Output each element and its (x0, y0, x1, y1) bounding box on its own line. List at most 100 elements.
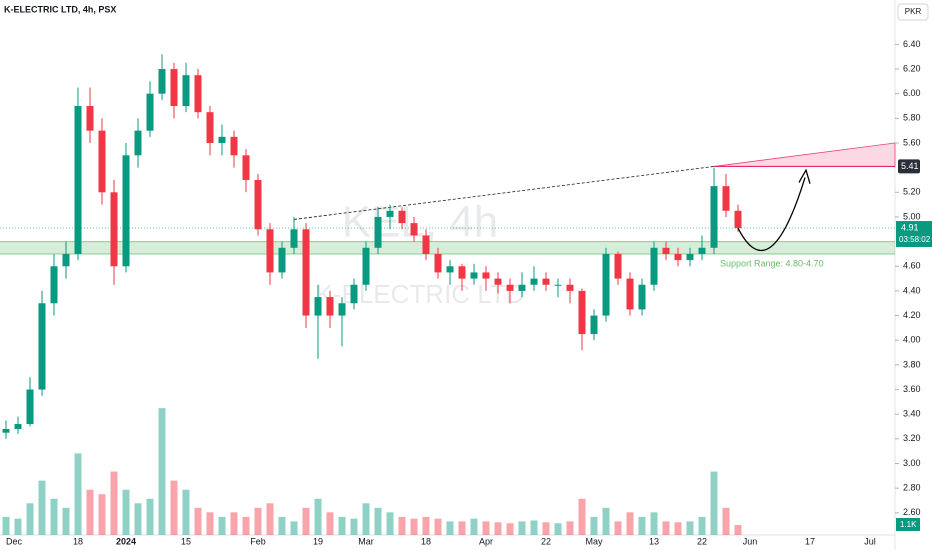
candle-body (14, 424, 22, 429)
candle-body (218, 136, 226, 143)
currency[interactable]: PKR (905, 7, 922, 16)
volume-bar (122, 489, 130, 535)
volume-bar (254, 507, 262, 535)
volume-bar (230, 512, 238, 535)
candle-body (50, 266, 58, 304)
volume-bar (110, 471, 118, 535)
y-tick-label: 3.60 (903, 384, 921, 394)
candle-body (350, 284, 358, 304)
volume-bar (446, 521, 454, 535)
y-tick-label: 5.60 (903, 137, 921, 147)
volume-bar (74, 453, 82, 535)
arrow-head (798, 168, 811, 184)
candle-body (62, 253, 70, 267)
candle-body (302, 229, 310, 316)
volume-bar (734, 525, 742, 535)
y-tick-label: 4.60 (903, 261, 921, 271)
candle-body (362, 247, 370, 285)
volume-bar (158, 408, 166, 535)
volume-bar (650, 512, 658, 535)
candle-body (602, 253, 610, 316)
y-tick-label: 2.80 (903, 483, 921, 493)
candle-body (290, 229, 298, 248)
volume-bar (686, 521, 694, 535)
candle-body (662, 247, 670, 254)
y-tick-label: 5.00 (903, 211, 921, 221)
x-tick-label: Feb (250, 536, 266, 546)
y-tick-label: 6.20 (903, 63, 921, 73)
candle-body (134, 130, 142, 156)
volume-bar (242, 516, 250, 535)
candle-body (566, 284, 574, 291)
candle-body (110, 192, 118, 267)
x-tick-label: 22 (541, 536, 551, 546)
candle-body (86, 106, 94, 131)
last-price-tag (896, 221, 932, 248)
candle-body (2, 428, 10, 433)
candle-body (638, 284, 646, 310)
y-tick-label: 3.40 (903, 409, 921, 419)
x-tick-label: 17 (805, 536, 815, 546)
candle-body (686, 253, 694, 261)
y-tick-label: 3.80 (903, 359, 921, 369)
y-tick-label: 3.00 (903, 458, 921, 468)
volume-bar (314, 498, 322, 535)
currency-box[interactable] (897, 3, 929, 21)
last-price-label: 4.91 (901, 222, 919, 232)
candle-body (422, 235, 430, 254)
candle-body (374, 216, 382, 248)
countdown: 03:58:02 (899, 235, 931, 244)
candle-body (494, 278, 502, 285)
volume-bar (662, 521, 670, 535)
candle-body (242, 155, 250, 180)
candle-body (722, 186, 730, 211)
volume-bar (554, 523, 562, 535)
volume-bar (182, 489, 190, 535)
candle-body (254, 179, 262, 230)
candle-body (698, 247, 706, 254)
x-tick-label: 19 (313, 536, 323, 546)
volume-bar (530, 520, 538, 535)
support-zone (0, 241, 895, 254)
candle-body (26, 389, 34, 425)
volume-tag (896, 518, 920, 531)
volume-bar (638, 516, 646, 535)
trendline (293, 166, 715, 220)
candle-body (170, 69, 178, 107)
candle-body (554, 284, 562, 286)
x-tick-label: 2024 (116, 536, 136, 546)
y-tick-label: 4.00 (903, 335, 921, 345)
volume-bar (170, 480, 178, 535)
y-tick-label: 5.80 (903, 113, 921, 123)
x-tick-label: 22 (697, 536, 707, 546)
x-tick-label: Dec (6, 536, 23, 546)
x-tick-label: May (585, 536, 603, 546)
volume-bar (710, 471, 718, 535)
candle-body (674, 253, 682, 261)
candle-body (434, 253, 442, 273)
volume-bar (482, 521, 490, 535)
volume-bar (518, 521, 526, 535)
candle-body (614, 253, 622, 279)
volume-bar (542, 522, 550, 535)
candle-body (98, 130, 106, 193)
y-tick-label: 5.20 (903, 187, 921, 197)
volume-bar (578, 498, 586, 535)
x-tick-label: 15 (181, 536, 191, 546)
candle-body (386, 210, 394, 217)
candle-body (398, 210, 406, 224)
y-tick-label: 2.60 (903, 507, 921, 517)
watermark: KEL, 4h (342, 198, 499, 247)
volume-bar (38, 480, 46, 535)
chart-title: K-ELECTRIC LTD, 4h, PSX (4, 4, 116, 14)
watermark: K-ELECTRIC LTD (316, 279, 525, 309)
x-tick-label: 13 (649, 536, 659, 546)
candle-body (314, 297, 322, 316)
y-tick-label: 6.00 (903, 88, 921, 98)
candle-body (458, 266, 466, 279)
candle-body (194, 75, 202, 113)
volume-bar (62, 507, 70, 535)
volume-bar (674, 522, 682, 535)
volume-bar (98, 494, 106, 535)
